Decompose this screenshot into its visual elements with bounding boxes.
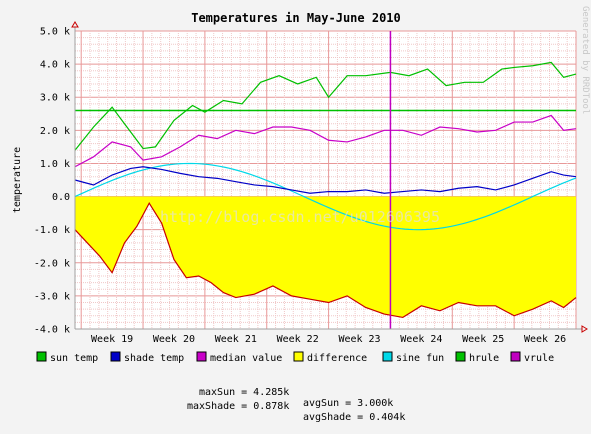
legend-swatch-sine <box>382 351 393 362</box>
generated-by-watermark: Generated by RRDTool <box>580 6 590 114</box>
legend-label-hrule: hrule <box>469 353 499 364</box>
y-axis-label: temperature <box>12 147 23 213</box>
y-tick-label: 2.0 k <box>40 126 70 137</box>
chart-title: Temperatures in May-June 2010 <box>191 11 401 25</box>
y-tick-label: 4.0 k <box>40 60 70 71</box>
avg-shade-stat: avgShade = 0.404k <box>303 412 406 423</box>
y-tick-label: 0.0 <box>52 192 70 203</box>
avg-sun-stat: avgSun = 3.000k <box>303 398 394 409</box>
legend-label-median: median value <box>210 353 282 364</box>
legend-swatch-sun <box>36 351 47 362</box>
y-tick-label: -2.0 k <box>34 258 70 269</box>
axes: -4.0 k -3.0 k -2.0 k -1.0 k 0.0 1.0 k 2.0 k 3.0… <box>34 21 588 345</box>
y-tick-label: 5.0 k <box>40 27 70 38</box>
x-tick-label: Week 21 <box>215 334 257 345</box>
x-tick-label: Week 22 <box>277 334 319 345</box>
temperature-chart: -4.0 k -3.0 k -2.0 k -1.0 k 0.0 1.0 k 2.0 k 3.0… <box>12 6 590 364</box>
shade-temp-line <box>74 166 577 194</box>
stats-row-sun: maxSun = 4.285k avgSun = 3.000k <box>0 376 591 409</box>
legend-label-shade: shade temp <box>124 353 184 364</box>
legend-swatch-median <box>196 351 207 362</box>
difference-line <box>74 201 577 319</box>
x-axis-arrow <box>581 325 588 333</box>
legend: sun temp shade temp median value difference… <box>36 351 554 364</box>
y-axis-arrow <box>71 21 79 28</box>
legend-label-sun: sun temp <box>50 353 98 364</box>
max-sun-stat: maxSun = 4.285k <box>199 387 290 398</box>
legend-swatch-vrule <box>510 351 521 362</box>
legend-swatch-difference <box>293 351 304 362</box>
x-tick-label: Week 20 <box>153 334 195 345</box>
stats-row-shade: maxShade = 0.878k avgShade = 0.404k <box>0 390 591 423</box>
sun-temp-line <box>74 61 577 151</box>
legend-label-sine: sine fun <box>396 353 444 364</box>
y-tick-label: -4.0 k <box>34 325 70 336</box>
median-value-line <box>74 114 577 168</box>
x-tick-label: Week 23 <box>338 334 380 345</box>
x-tick-label: Week 26 <box>524 334 566 345</box>
series-lines <box>74 31 577 329</box>
y-tick-label: 3.0 k <box>40 93 70 104</box>
x-tick-label: Week 25 <box>462 334 504 345</box>
url-watermark: http://blog.csdn.net/u012606395 <box>160 208 440 226</box>
legend-label-difference: difference <box>307 353 367 364</box>
y-tick-label: 1.0 k <box>40 159 70 170</box>
x-tick-label: Week 24 <box>400 334 442 345</box>
legend-swatch-shade <box>110 351 121 362</box>
legend-label-vrule: vrule <box>524 353 554 364</box>
y-tick-label: -3.0 k <box>34 291 70 302</box>
y-tick-label: -1.0 k <box>34 225 70 236</box>
legend-swatch-hrule <box>455 351 466 362</box>
max-shade-stat: maxShade = 0.878k <box>187 401 290 412</box>
chart-frame: -4.0 k -3.0 k -2.0 k -1.0 k 0.0 1.0 k 2.0 k 3.0… <box>0 6 591 423</box>
x-tick-label: Week 19 <box>91 334 133 345</box>
sine-fun-line <box>74 162 577 231</box>
